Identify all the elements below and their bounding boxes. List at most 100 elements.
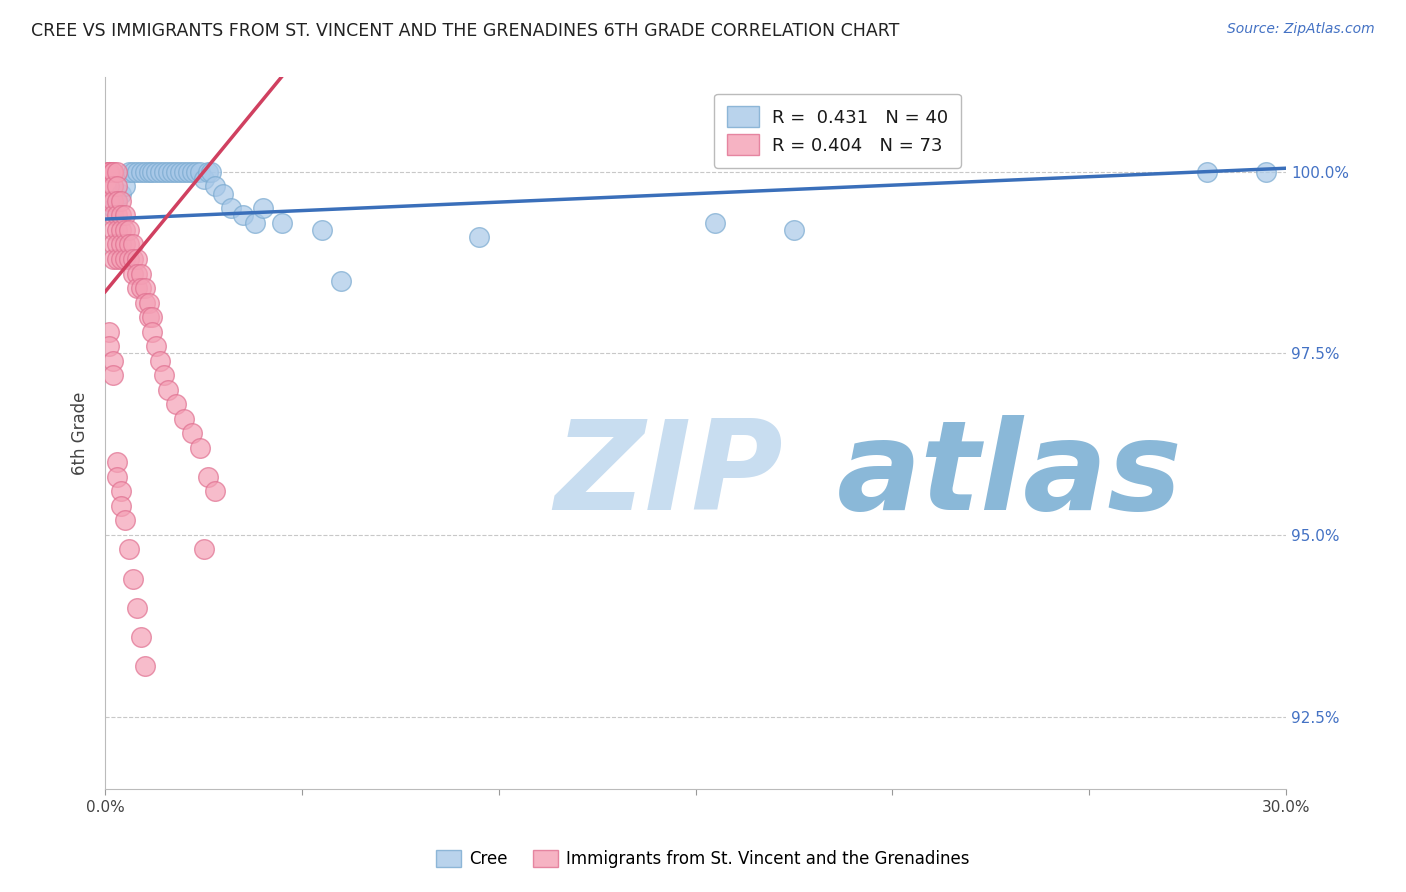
Point (197, 470, 219, 484)
Point (105, 194, 128, 208)
Point (157, 383, 180, 397)
Point (98, 339, 121, 353)
Point (138, 295, 160, 310)
Point (311, 223, 333, 237)
Point (180, 426, 202, 441)
Point (138, 165, 160, 179)
Text: ZIP: ZIP (554, 416, 783, 536)
Point (153, 165, 176, 179)
Point (212, 186, 235, 201)
Point (118, 165, 141, 179)
Point (105, 470, 128, 484)
Point (105, 252, 128, 266)
Point (105, 223, 128, 237)
Point (134, 295, 156, 310)
Point (114, 237, 136, 252)
Point (125, 165, 148, 179)
Point (169, 165, 191, 179)
Point (188, 165, 211, 179)
Text: CREE VS IMMIGRANTS FROM ST. VINCENT AND THE GRENADINES 6TH GRADE CORRELATION CHA: CREE VS IMMIGRANTS FROM ST. VINCENT AND … (31, 22, 900, 40)
Point (197, 165, 219, 179)
Point (98, 194, 121, 208)
Point (101, 165, 124, 179)
Legend: Cree, Immigrants from St. Vincent and the Grenadines: Cree, Immigrants from St. Vincent and th… (429, 843, 977, 875)
Point (165, 397, 187, 411)
Point (110, 499, 132, 513)
Point (98, 165, 121, 179)
Point (134, 658, 156, 673)
Point (114, 223, 136, 237)
Point (101, 179, 124, 194)
Point (110, 194, 132, 208)
Text: Source: ZipAtlas.com: Source: ZipAtlas.com (1227, 22, 1375, 37)
Point (129, 165, 152, 179)
Legend: R =  0.431   N = 40, R = 0.404   N = 73: R = 0.431 N = 40, R = 0.404 N = 73 (714, 94, 960, 168)
Point (98, 165, 121, 179)
Point (118, 237, 141, 252)
Point (118, 252, 141, 266)
Point (138, 310, 160, 324)
Point (157, 165, 180, 179)
Point (101, 237, 124, 252)
Point (110, 237, 132, 252)
Point (121, 572, 143, 586)
Point (188, 441, 211, 455)
Point (121, 252, 143, 266)
Point (110, 223, 132, 237)
Point (105, 209, 128, 223)
Point (114, 252, 136, 266)
Point (121, 237, 143, 252)
Point (141, 325, 163, 339)
Point (243, 216, 266, 230)
Point (98, 179, 121, 194)
Point (105, 179, 128, 194)
Point (125, 267, 148, 281)
Point (101, 252, 124, 266)
Point (125, 252, 148, 266)
Point (165, 165, 187, 179)
Point (219, 201, 242, 215)
Point (134, 281, 156, 295)
Point (105, 165, 128, 179)
Point (184, 165, 207, 179)
Point (160, 165, 183, 179)
Point (114, 179, 136, 194)
Point (200, 165, 222, 179)
Point (101, 368, 124, 383)
Point (129, 630, 152, 644)
Point (141, 165, 163, 179)
Point (149, 353, 172, 368)
Point (114, 209, 136, 223)
Point (125, 281, 148, 295)
Point (105, 194, 128, 208)
Point (173, 411, 195, 425)
Point (134, 165, 156, 179)
Point (98, 165, 121, 179)
Point (125, 600, 148, 615)
Point (704, 216, 727, 230)
Point (121, 165, 143, 179)
Point (145, 339, 167, 353)
Point (118, 223, 141, 237)
Point (193, 542, 215, 557)
Point (271, 216, 294, 230)
Point (145, 165, 167, 179)
Point (101, 194, 124, 208)
Text: atlas: atlas (838, 416, 1182, 536)
Point (193, 172, 215, 186)
Point (110, 209, 132, 223)
Point (149, 165, 172, 179)
Point (468, 230, 491, 244)
Point (101, 209, 124, 223)
Point (105, 455, 128, 469)
Point (783, 223, 806, 237)
Point (204, 179, 226, 194)
Point (101, 353, 124, 368)
Point (330, 274, 353, 288)
Point (204, 484, 226, 499)
Point (129, 267, 152, 281)
Point (110, 484, 132, 499)
Point (1197, 165, 1219, 179)
Point (101, 165, 124, 179)
Point (129, 281, 152, 295)
